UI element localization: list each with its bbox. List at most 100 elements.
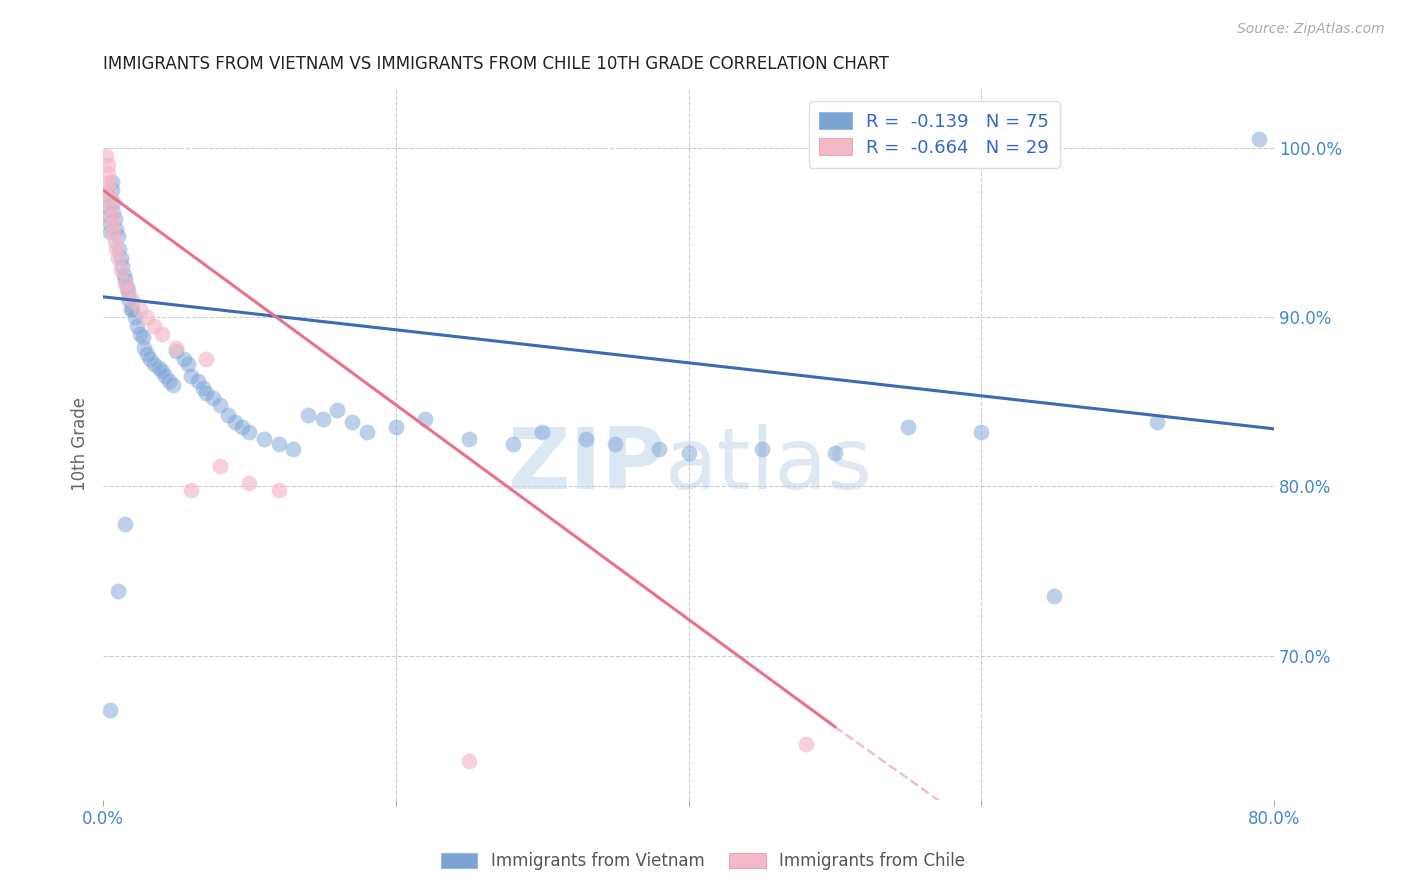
Point xyxy=(678,445,700,459)
Point xyxy=(605,437,627,451)
Point xyxy=(165,341,187,355)
Text: IMMIGRANTS FROM VIETNAM VS IMMIGRANTS FROM CHILE 10TH GRADE CORRELATION CHART: IMMIGRANTS FROM VIETNAM VS IMMIGRANTS FR… xyxy=(103,55,889,73)
Point xyxy=(101,209,124,223)
Point xyxy=(311,411,333,425)
Point xyxy=(150,364,173,378)
Point xyxy=(104,234,127,248)
Point xyxy=(187,375,209,389)
Point xyxy=(157,375,180,389)
Point xyxy=(458,754,481,768)
Point xyxy=(897,420,920,434)
Point xyxy=(326,403,349,417)
Point xyxy=(121,301,143,316)
Point xyxy=(110,251,132,265)
Point xyxy=(98,175,121,189)
Legend: R =  -0.139   N = 75, R =  -0.664   N = 29: R = -0.139 N = 75, R = -0.664 N = 29 xyxy=(808,101,1060,168)
Point xyxy=(100,217,122,231)
Text: ZIP: ZIP xyxy=(508,424,665,507)
Point xyxy=(267,437,290,451)
Point xyxy=(165,343,187,358)
Point xyxy=(162,377,184,392)
Point xyxy=(283,442,305,457)
Point xyxy=(217,409,239,423)
Point xyxy=(648,442,671,457)
Y-axis label: 10th Grade: 10th Grade xyxy=(72,397,89,491)
Legend: Immigrants from Vietnam, Immigrants from Chile: Immigrants from Vietnam, Immigrants from… xyxy=(434,846,972,877)
Point xyxy=(458,432,481,446)
Point xyxy=(100,703,122,717)
Point xyxy=(136,347,159,361)
Point xyxy=(136,310,159,324)
Point xyxy=(100,226,122,240)
Point xyxy=(107,228,129,243)
Point xyxy=(751,442,773,457)
Point xyxy=(180,369,202,384)
Point xyxy=(194,352,217,367)
Point xyxy=(100,200,122,214)
Point xyxy=(105,243,128,257)
Point xyxy=(1043,590,1066,604)
Point xyxy=(173,352,195,367)
Point xyxy=(121,293,143,308)
Point xyxy=(180,483,202,497)
Point xyxy=(224,415,246,429)
Point xyxy=(114,277,136,291)
Point xyxy=(98,183,121,197)
Point xyxy=(201,392,224,406)
Point xyxy=(125,318,148,333)
Point xyxy=(128,326,150,341)
Point xyxy=(267,483,290,497)
Point xyxy=(107,584,129,599)
Text: Source: ZipAtlas.com: Source: ZipAtlas.com xyxy=(1237,22,1385,37)
Point xyxy=(297,409,319,423)
Point xyxy=(114,516,136,531)
Point xyxy=(100,192,122,206)
Point xyxy=(131,330,153,344)
Point xyxy=(115,279,138,293)
Point xyxy=(148,360,170,375)
Point xyxy=(139,352,162,367)
Point xyxy=(96,158,118,172)
Point xyxy=(1249,132,1271,146)
Point xyxy=(794,737,817,751)
Point xyxy=(117,285,139,299)
Point xyxy=(120,301,142,316)
Point xyxy=(104,211,127,226)
Point xyxy=(101,175,124,189)
Point xyxy=(101,183,124,197)
Point xyxy=(96,166,118,180)
Point xyxy=(970,425,993,440)
Point xyxy=(128,301,150,316)
Point xyxy=(191,381,214,395)
Point xyxy=(96,200,118,214)
Point xyxy=(101,217,124,231)
Point xyxy=(98,209,121,223)
Point xyxy=(153,369,176,384)
Point xyxy=(103,194,125,209)
Point xyxy=(118,293,141,308)
Point xyxy=(231,420,253,434)
Point xyxy=(531,425,554,440)
Point xyxy=(143,358,166,372)
Point xyxy=(238,475,260,490)
Point xyxy=(117,285,139,299)
Point xyxy=(105,222,128,236)
Point xyxy=(1146,415,1168,429)
Point xyxy=(110,262,132,277)
Text: atlas: atlas xyxy=(665,424,873,507)
Point xyxy=(385,420,408,434)
Point xyxy=(111,260,134,274)
Point xyxy=(194,386,217,401)
Point xyxy=(253,432,276,446)
Point xyxy=(209,458,232,473)
Point xyxy=(96,188,118,202)
Point xyxy=(112,268,135,282)
Point xyxy=(413,411,436,425)
Point xyxy=(177,358,200,372)
Point xyxy=(238,425,260,440)
Point xyxy=(150,326,173,341)
Point xyxy=(824,445,846,459)
Point xyxy=(103,226,125,240)
Point xyxy=(94,149,117,163)
Point xyxy=(107,251,129,265)
